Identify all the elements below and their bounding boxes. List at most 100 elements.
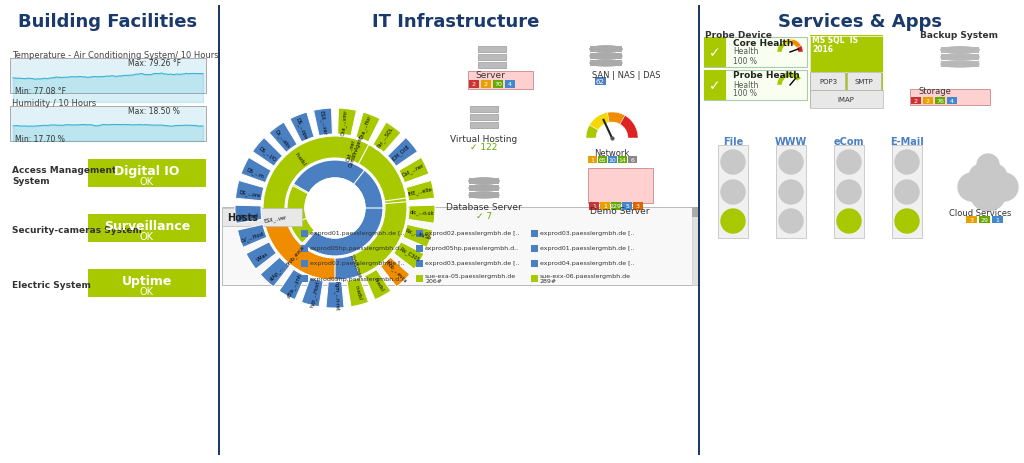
Wedge shape (356, 113, 380, 143)
Bar (718, 146, 748, 238)
Wedge shape (313, 109, 333, 137)
Text: 4: 4 (950, 99, 954, 104)
Wedge shape (253, 138, 283, 167)
Bar (892, 146, 922, 238)
Text: Dat_...ner: Dat_...ner (401, 163, 425, 178)
Bar (470, 115, 498, 121)
Ellipse shape (469, 186, 499, 192)
Bar (923, 98, 933, 105)
Wedge shape (387, 138, 418, 167)
Text: Min: 77.08 °F: Min: 77.08 °F (15, 86, 66, 95)
Text: MS SQL  IS: MS SQL IS (812, 37, 858, 45)
Text: Building Facilities: Building Facilities (18, 13, 198, 31)
Wedge shape (797, 46, 803, 53)
Ellipse shape (590, 61, 622, 67)
Text: Ric_C30S: Ric_C30S (398, 245, 421, 262)
Text: 70: 70 (494, 82, 502, 88)
Wedge shape (373, 123, 400, 153)
Bar (590, 47, 622, 53)
Text: Virt/Schee: Virt/Schee (349, 253, 362, 278)
Bar (611, 203, 621, 211)
Bar (979, 217, 990, 224)
Text: File: File (723, 137, 743, 147)
Text: aBla_...ynh: aBla_...ynh (286, 272, 303, 299)
Text: Backup System: Backup System (920, 31, 998, 40)
Circle shape (305, 179, 365, 238)
Circle shape (895, 181, 919, 205)
Text: exprod05hp.paesslergmbh.d..: exprod05hp.paesslergmbh.d.. (310, 246, 404, 251)
Text: n-adsl: n-adsl (353, 284, 362, 300)
Text: exprod02.paesslergmbh.de [..: exprod02.paesslergmbh.de [.. (425, 231, 519, 236)
Bar (810, 91, 883, 109)
Wedge shape (287, 186, 308, 225)
Wedge shape (393, 242, 424, 269)
Bar (776, 146, 806, 238)
Wedge shape (358, 145, 407, 231)
Text: 2: 2 (484, 82, 488, 88)
Bar (588, 169, 653, 204)
Bar (301, 231, 308, 238)
Wedge shape (301, 278, 324, 307)
Bar (478, 47, 506, 53)
Wedge shape (398, 158, 429, 183)
Circle shape (895, 150, 919, 175)
Ellipse shape (469, 179, 499, 185)
Bar (470, 123, 498, 129)
Ellipse shape (590, 47, 622, 53)
Text: Health: Health (733, 80, 759, 89)
Circle shape (969, 165, 995, 191)
Wedge shape (352, 202, 407, 276)
Wedge shape (304, 172, 383, 257)
Bar (910, 90, 990, 106)
Text: 2: 2 (914, 99, 918, 104)
Wedge shape (590, 113, 609, 131)
Bar (698, 6, 700, 455)
Text: h-adsl: h-adsl (294, 151, 306, 166)
Text: exprod04.paesslergmbh.de [..: exprod04.paesslergmbh.de [.. (540, 261, 635, 266)
Text: h-adsl: h-adsl (373, 276, 384, 292)
Bar (705, 71, 726, 101)
Text: Access Management
System: Access Management System (12, 166, 117, 185)
Text: sue-exx-06.paesslergmbh.de
289#: sue-exx-06.paesslergmbh.de 289# (540, 273, 631, 284)
Circle shape (837, 181, 861, 205)
Bar (222, 207, 698, 285)
Wedge shape (777, 76, 784, 86)
Bar (589, 203, 599, 211)
Bar (88, 160, 206, 188)
Bar (470, 107, 498, 113)
Bar (531, 260, 538, 268)
Bar (222, 208, 302, 226)
Text: DS_...rel: DS_...rel (238, 212, 259, 219)
Bar (416, 231, 423, 238)
Text: Min: 17.70 %: Min: 17.70 % (15, 134, 65, 143)
Text: Network: Network (594, 149, 630, 158)
Bar (416, 275, 423, 282)
Bar (478, 55, 506, 61)
Circle shape (779, 210, 803, 233)
Ellipse shape (941, 48, 979, 54)
Wedge shape (238, 225, 267, 248)
Text: 1: 1 (603, 204, 607, 209)
Circle shape (837, 210, 861, 233)
Wedge shape (294, 161, 365, 194)
Text: ESX_..ver: ESX_..ver (263, 214, 287, 224)
Circle shape (981, 165, 1007, 191)
Bar (810, 36, 883, 109)
Bar (590, 61, 622, 67)
Bar (469, 81, 479, 89)
Bar (218, 6, 220, 455)
Text: ✓: ✓ (710, 46, 721, 60)
Circle shape (779, 181, 803, 205)
Circle shape (721, 181, 745, 205)
Text: dic_...o.uk: dic_...o.uk (410, 209, 434, 216)
Text: Hosts: Hosts (227, 213, 258, 223)
Bar (692, 207, 698, 218)
Text: Electric System: Electric System (12, 281, 91, 290)
Wedge shape (263, 158, 311, 272)
Bar (810, 73, 845, 91)
Text: IMAP: IMAP (838, 97, 854, 103)
Bar (935, 98, 945, 105)
Bar (598, 156, 607, 163)
Text: Ds_...abs: Ds_...abs (273, 129, 292, 150)
Text: sue-exa-05.paesslergmbh.de
206#: sue-exa-05.paesslergmbh.de 206# (425, 273, 516, 284)
